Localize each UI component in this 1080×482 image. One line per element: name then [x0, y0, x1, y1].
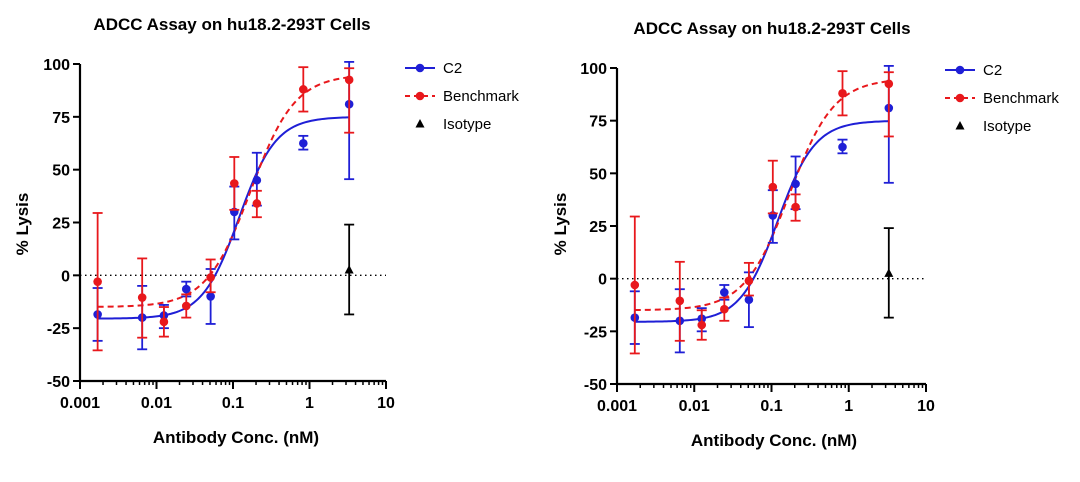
x-tick-label: 0.001	[597, 398, 637, 415]
legend-label-isotype: Isotype	[983, 118, 1031, 135]
y-tick-label: 0	[61, 268, 70, 285]
y-axis-label: % Lysis	[551, 193, 570, 256]
data-point-isotype	[344, 265, 354, 274]
plot-area: -50 -25 0 25 50 75 100 0.001 0.01 0.1 1 10	[43, 57, 395, 412]
x-tick-label: 10	[377, 395, 395, 412]
fit-curve-benchmark	[97, 76, 350, 308]
data-point-c2	[838, 142, 847, 152]
y-tick-label: 50	[52, 163, 70, 180]
data-point-benchmark	[137, 293, 147, 302]
y-tick-label: 100	[580, 61, 607, 78]
y-axis-label: % Lysis	[13, 193, 32, 256]
legend-marker-benchmark	[415, 91, 425, 101]
x-tick-label: 1	[305, 395, 314, 412]
y-tick-label: 75	[52, 110, 70, 127]
data-point-benchmark	[744, 276, 754, 286]
data-point-benchmark	[252, 199, 262, 208]
y-tick-label: 50	[589, 166, 607, 183]
chart-panel-left: ADCC Assay on hu18.2-293T Cells -50 -25 0 2…	[13, 15, 519, 447]
x-tick-label: 10	[917, 398, 935, 415]
x-tick-label: 0.1	[760, 398, 782, 415]
y-tick-label: 100	[43, 57, 70, 74]
x-axis-label: Antibody Conc. (nM)	[153, 428, 319, 447]
x-axis-label: Antibody Conc. (nM)	[691, 431, 857, 450]
x-tick-label: 0.1	[222, 395, 244, 412]
data-point-benchmark	[299, 85, 308, 94]
legend-marker-benchmark	[955, 93, 965, 103]
legend-label-isotype: Isotype	[443, 116, 491, 133]
chart-title: ADCC Assay on hu18.2-293T Cells	[93, 15, 370, 34]
y-tick-label: 75	[589, 114, 607, 131]
data-point-c2	[206, 292, 215, 301]
legend-label-c2: C2	[983, 62, 1002, 79]
legend: C2 Benchmark Isotype	[945, 62, 1059, 135]
data-point-c2	[181, 284, 191, 294]
fit-curve-c2	[634, 120, 889, 323]
data-point-benchmark	[230, 179, 239, 188]
x-tick-label: 0.01	[679, 398, 710, 415]
data-point-benchmark	[697, 320, 707, 330]
legend-label-benchmark: Benchmark	[443, 88, 519, 105]
legend-marker-isotype	[955, 121, 965, 130]
y-tick-label: 0	[598, 272, 607, 289]
data-point-benchmark	[675, 296, 685, 306]
y-tick-label: -50	[584, 377, 607, 394]
legend-marker-c2	[415, 63, 425, 73]
data-point-benchmark	[720, 304, 729, 314]
data-point-c2	[791, 179, 800, 189]
data-point-c2	[720, 288, 729, 297]
data-point-benchmark	[93, 277, 102, 286]
legend-label-c2: C2	[443, 60, 462, 77]
data-point-benchmark	[344, 75, 354, 85]
y-tick-label: 25	[589, 219, 607, 236]
legend-marker-c2	[955, 65, 965, 75]
data-point-benchmark	[159, 317, 169, 327]
y-tick-label: -25	[47, 321, 70, 338]
data-point-benchmark	[884, 79, 894, 89]
chart-title: ADCC Assay on hu18.2-293T Cells	[633, 19, 910, 38]
x-tick-label: 0.001	[60, 395, 100, 412]
data-point-isotype	[884, 268, 894, 277]
data-point-benchmark	[181, 301, 191, 311]
data-point-benchmark	[791, 202, 800, 212]
legend-label-benchmark: Benchmark	[983, 90, 1059, 107]
data-point-benchmark	[630, 280, 640, 290]
data-point-c2	[744, 295, 754, 305]
data-point-c2	[299, 138, 308, 148]
chart-right: ADCC Assay on hu18.2-293T Cells -50 -25 0 2…	[551, 19, 1059, 450]
data-point-benchmark	[838, 88, 847, 98]
fit-curve-benchmark	[634, 80, 889, 312]
chart-left: ADCC Assay on hu18.2-293T Cells -50 -25 0 2…	[13, 15, 519, 447]
data-point-benchmark	[768, 182, 778, 192]
y-tick-label: -50	[47, 374, 70, 391]
data-point-c2	[252, 175, 262, 185]
plot-area: -50 -25 0 25 50 75 100 0.001 0.01 0.1 1 10	[580, 61, 935, 415]
legend-marker-isotype	[415, 119, 425, 128]
x-tick-label: 0.01	[141, 395, 172, 412]
fit-curve-c2	[97, 116, 350, 320]
y-tick-label: 25	[52, 216, 70, 233]
chart-panel-right: ADCC Assay on hu18.2-293T Cells -50 -25 0 2…	[540, 0, 1080, 482]
legend: C2 Benchmark Isotype	[405, 60, 519, 133]
data-point-benchmark	[206, 273, 215, 282]
y-tick-label: -25	[584, 324, 607, 341]
x-tick-label: 1	[844, 398, 853, 415]
